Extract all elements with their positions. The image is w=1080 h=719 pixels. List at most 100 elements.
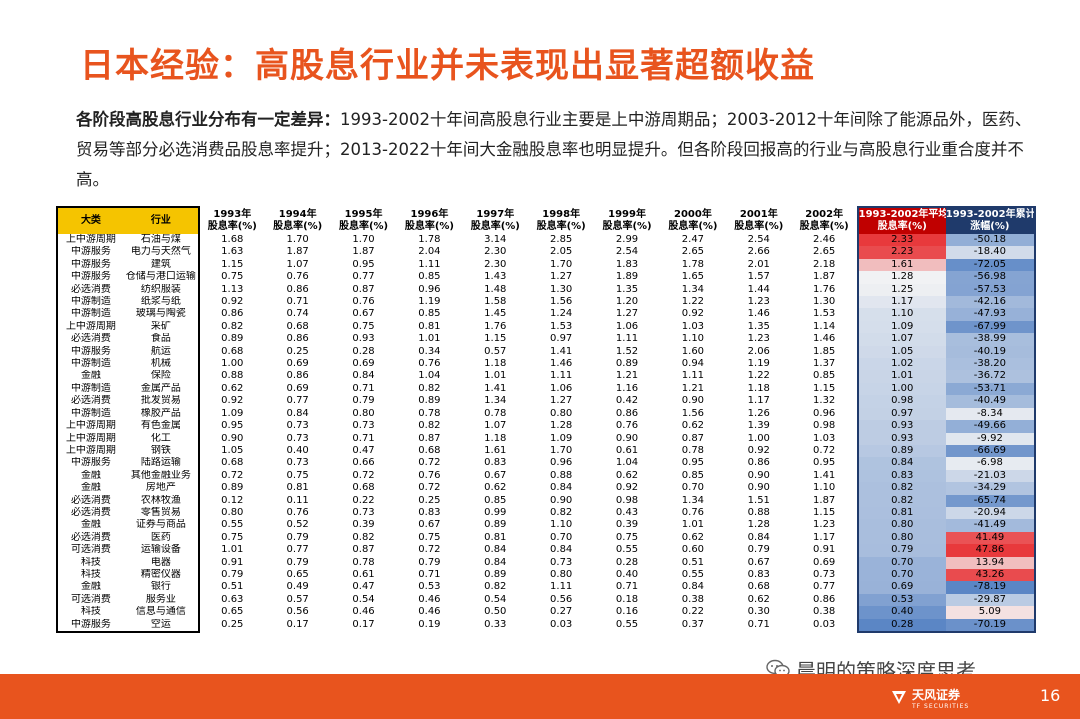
header-cell: 1996年 股息率(%): [396, 207, 463, 234]
yield-cell: 1.13: [221, 283, 244, 295]
yield-cell: 1.00: [221, 358, 244, 370]
yield-cell: 0.92: [681, 308, 705, 320]
table-body: 上中游周期 石油与煤 1.68 1.70 1.70 1.78 3.14 2.85 2.99 2.4…: [56, 234, 1037, 634]
industry-cell: 采矿: [123, 320, 200, 334]
yield-cell: 1.01: [484, 370, 507, 382]
category-cell: 上中游周期: [56, 444, 124, 458]
yield-cell: 2.01: [747, 258, 770, 270]
yield-cell: 0.52: [286, 519, 309, 531]
yield-cell: 0.85: [681, 469, 705, 481]
avg-yield-cell: 1.01: [856, 370, 946, 383]
yield-cell: 0.74: [286, 308, 309, 320]
avg-yield-cell: 0.53: [856, 593, 946, 607]
header-cell: 1997年 股息率(%): [462, 207, 529, 234]
yield-cell: 0.95: [352, 258, 375, 270]
yield-cell: 0.60: [681, 544, 705, 556]
category-cell: 可选消费: [56, 544, 124, 557]
yield-cell: 0.84: [484, 556, 507, 568]
yield-cell: 0.95: [813, 457, 836, 469]
yield-cell: 1.14: [813, 320, 836, 332]
yield-cell: 0.88: [221, 370, 244, 382]
category-cell: 金融: [56, 519, 124, 532]
yield-cell: 1.10: [681, 333, 705, 345]
yield-cell: 0.82: [418, 420, 441, 432]
yield-cell: 0.84: [550, 544, 573, 556]
category-cell: 上中游周期: [56, 420, 124, 433]
table-row: 中游制造 机械 1.00 0.69 0.69 0.76 1.18 1.46 0.89 0.94 1.…: [56, 358, 1037, 371]
yield-cell: 0.72: [221, 469, 244, 481]
avg-yield-cell: 1.00: [856, 382, 946, 396]
yield-cell: 0.19: [418, 619, 441, 631]
yield-cell: 0.79: [286, 531, 309, 543]
yield-cell: 0.03: [813, 619, 836, 631]
yield-cell: 0.89: [221, 333, 244, 345]
yield-cell: 0.75: [221, 531, 244, 543]
yield-cell: 0.75: [352, 320, 375, 332]
yield-cell: 2.04: [418, 246, 441, 258]
yield-cell: 0.85: [484, 494, 507, 506]
yield-cell: 0.79: [352, 395, 375, 407]
yield-cell: 1.30: [813, 296, 836, 308]
yield-cell: 2.99: [615, 234, 639, 245]
yield-cell: 1.27: [550, 395, 573, 407]
yield-cell: 1.76: [813, 283, 836, 295]
avg-yield-cell: 0.84: [856, 457, 946, 470]
yield-cell: 0.91: [813, 544, 836, 556]
yield-cell: 0.68: [221, 457, 244, 469]
yield-cell: 0.87: [681, 432, 705, 444]
yield-cell: 0.54: [484, 593, 507, 605]
yield-cell: 3.14: [484, 234, 507, 245]
table-row: 中游制造 橡胶产品 1.09 0.84 0.80 0.78 0.78 0.80 0.86 1.56…: [56, 407, 1037, 421]
yield-cell: 1.87: [352, 246, 375, 258]
category-cell: 科技: [56, 568, 124, 582]
yield-cell: 0.89: [484, 568, 507, 580]
industry-cell: 房地产: [123, 482, 200, 495]
yield-cell: 0.84: [484, 544, 507, 556]
yield-cell: 0.73: [286, 457, 309, 469]
page-number: 16: [1040, 686, 1061, 705]
yield-cell: 0.54: [352, 593, 375, 605]
yield-cell: 2.66: [747, 246, 770, 258]
avg-yield-cell: 1.25: [856, 283, 946, 297]
yield-cell: 0.90: [221, 432, 244, 444]
avg-yield-cell: 1.07: [856, 333, 946, 346]
industry-cell: 其他金融业务: [123, 469, 200, 483]
industry-cell: 医药: [123, 531, 200, 545]
industry-cell: 航运: [123, 345, 200, 359]
table-row: 金融 证券与商品 0.55 0.52 0.39 0.67 0.89 1.10 0.39 1.01 1…: [56, 519, 1037, 532]
avg-yield-cell: 1.05: [856, 345, 946, 359]
yield-cell: 0.90: [681, 395, 705, 407]
yield-cell: 0.69: [286, 382, 309, 394]
yield-cell: 0.22: [352, 494, 375, 506]
yield-cell: 1.45: [484, 308, 507, 320]
yield-cell: 0.03: [550, 619, 573, 631]
yield-cell: 1.10: [813, 482, 836, 494]
yield-cell: 0.69: [813, 556, 836, 568]
yield-cell: 0.43: [615, 506, 639, 518]
cum-return-cell: -49.66: [945, 420, 1037, 433]
yield-cell: 1.01: [221, 544, 244, 556]
avg-yield-cell: 1.17: [856, 296, 946, 309]
dividend-table-container: 大类 行业 1993年 股息率(%) 1994年 股息率(%) 1995年 股息率(%) 199…: [56, 206, 1037, 634]
yield-cell: 0.90: [615, 432, 639, 444]
dividend-yield-table: 大类 行业 1993年 股息率(%) 1994年 股息率(%) 1995年 股息率(%) 199…: [56, 206, 1037, 634]
yield-cell: 0.72: [813, 444, 836, 456]
category-cell: 中游服务: [56, 271, 124, 284]
category-cell: 中游服务: [56, 345, 124, 359]
yield-cell: 1.07: [484, 420, 507, 432]
yield-cell: 0.79: [286, 556, 309, 568]
yield-cell: 1.04: [615, 457, 639, 469]
industry-cell: 电器: [123, 556, 200, 569]
yield-cell: 0.72: [418, 482, 441, 494]
yield-cell: 0.50: [484, 606, 507, 618]
yield-cell: 0.72: [418, 457, 441, 469]
category-cell: 中游制造: [56, 407, 124, 421]
industry-cell: 银行: [123, 581, 200, 594]
table-row: 上中游周期 石油与煤 1.68 1.70 1.70 1.78 3.14 2.85 2.99 2.4…: [56, 234, 1037, 247]
avg-yield-cell: 0.28: [856, 618, 946, 634]
yield-cell: 0.65: [286, 568, 309, 580]
yield-cell: 0.86: [221, 308, 244, 320]
yield-cell: 0.57: [286, 593, 309, 605]
yield-cell: 0.82: [484, 581, 507, 593]
yield-cell: 1.01: [681, 519, 705, 531]
